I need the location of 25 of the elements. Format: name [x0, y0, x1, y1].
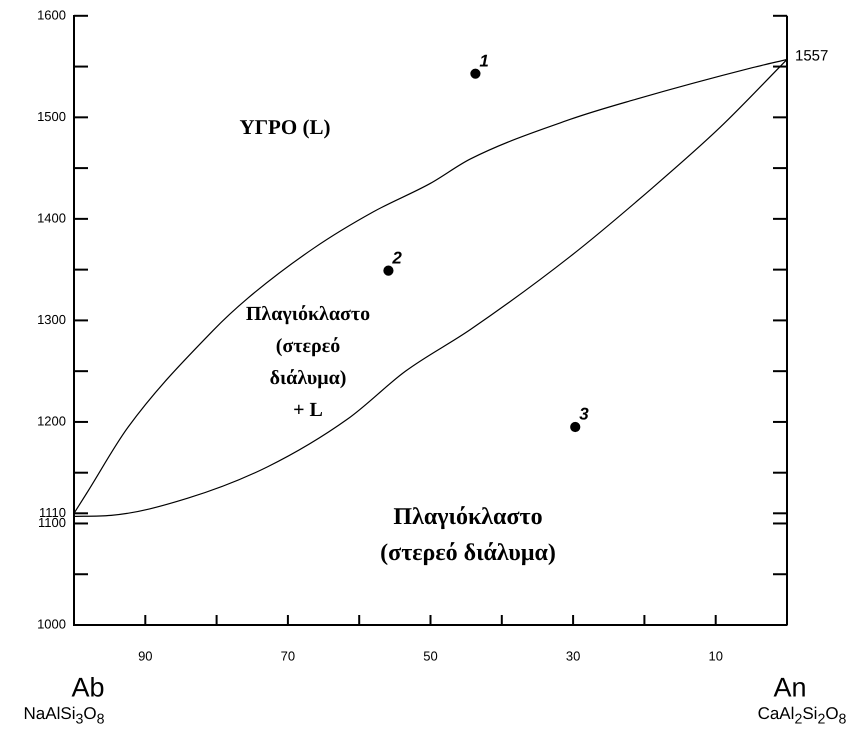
y-tick-label: 1600	[37, 7, 66, 22]
x-tick-label: 10	[708, 648, 723, 664]
x-tick-label: 90	[138, 648, 153, 664]
annotation: 1557	[795, 48, 828, 65]
annotation: 1	[479, 51, 489, 70]
x-tick-label: 50	[423, 648, 438, 664]
annotation: 3	[579, 404, 590, 424]
text: CaAl$_{2}$Si$_{2}$O$_{8}$	[758, 704, 846, 728]
point	[383, 266, 394, 276]
point	[570, 422, 580, 432]
y-tick-label: 1500	[37, 108, 66, 124]
annotation: 2	[391, 248, 402, 268]
x-tick-label: 30	[566, 648, 580, 664]
annotation: Πλαγιόκλαστο (στερεό διάλυμα)	[380, 503, 556, 568]
text: Ab	[71, 672, 105, 702]
point	[470, 68, 481, 79]
y-tick-label: 1200	[37, 414, 66, 429]
y-tick-label: 1000	[37, 616, 66, 632]
text: An	[773, 672, 807, 702]
y-tick-label: 1300	[37, 312, 66, 327]
y-tick-label: 1400	[37, 210, 66, 226]
text: NaAlSi$_{3}$O$_{8}$	[24, 704, 104, 728]
annotation: ΥΓΡΟ (L)	[240, 114, 330, 140]
x-tick-label: 70	[280, 648, 296, 664]
annotation: Πλαγιόκλαστο (στερεό διάλυμα) + L	[246, 302, 370, 423]
